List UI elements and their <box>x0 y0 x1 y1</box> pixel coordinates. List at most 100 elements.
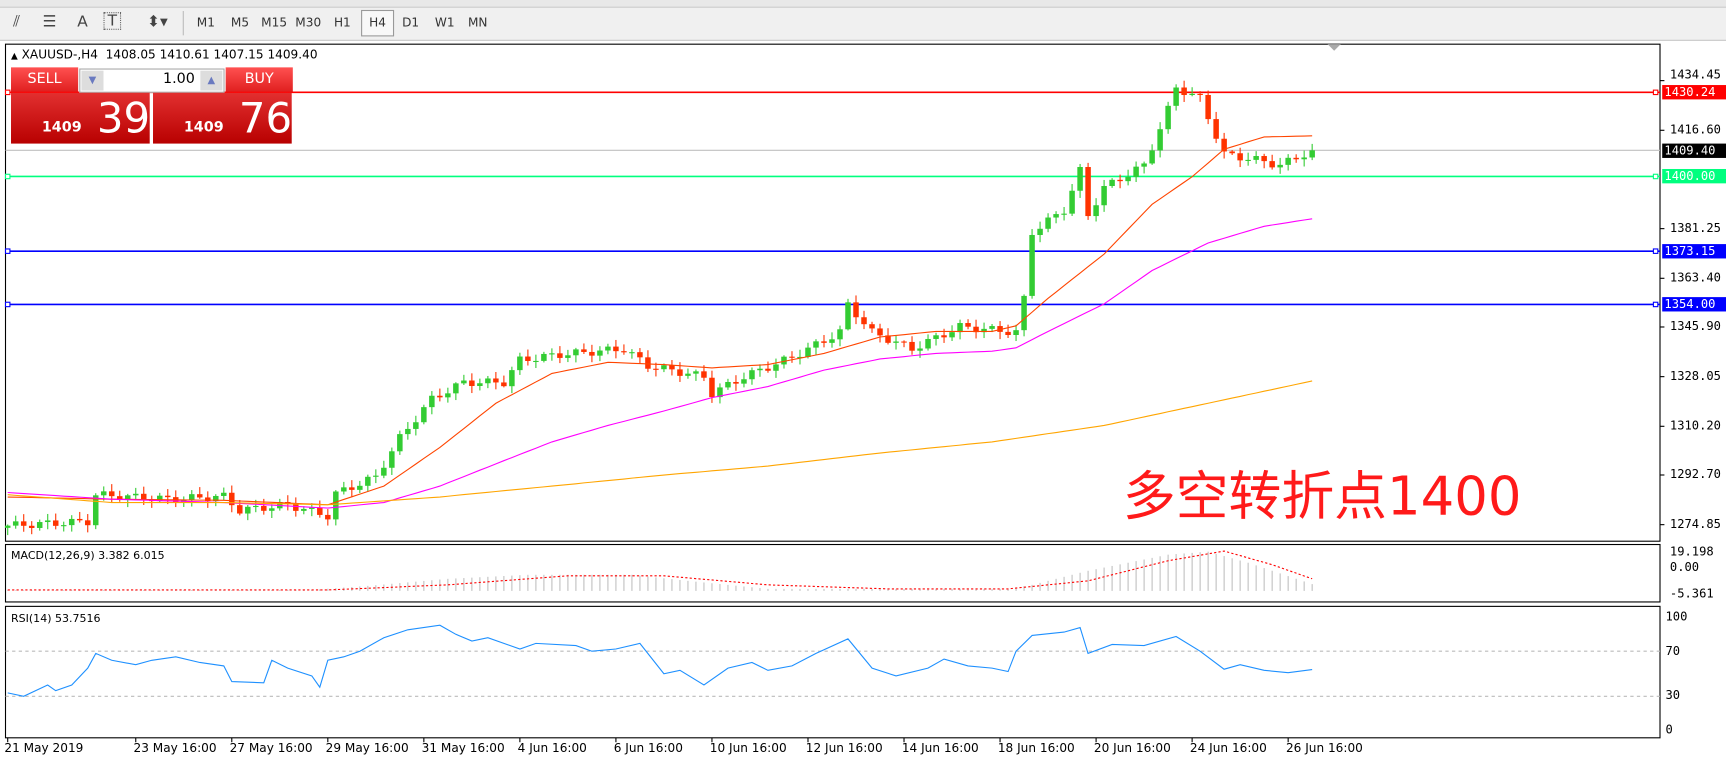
lot-size-input[interactable]: 1.00 <box>162 70 195 88</box>
candle-body <box>613 346 619 352</box>
candle-body <box>44 520 51 523</box>
candle-body <box>229 492 235 506</box>
rsi-title: RSI(14) 53.7516 <box>11 612 101 626</box>
candle-body <box>909 341 915 351</box>
time-axis-label: 6 Jun 16:00 <box>613 741 683 756</box>
timeframe-d1[interactable]: D1 <box>402 15 420 30</box>
buy-price-button[interactable]: 1409 76 <box>153 92 292 144</box>
candle-body <box>517 356 523 371</box>
candle-body <box>933 335 939 339</box>
candle-body <box>157 495 163 502</box>
candle-body <box>36 522 43 528</box>
macd-axis-label: 0.00 <box>1669 559 1700 575</box>
candle-body <box>885 335 891 343</box>
candle-body <box>645 357 651 369</box>
candle-body <box>621 351 627 353</box>
candle-body <box>1157 129 1163 151</box>
buy-button[interactable]: BUY <box>225 67 293 92</box>
candle-body <box>1101 186 1107 206</box>
candle-body <box>973 326 979 333</box>
time-axis-label: 24 Jun 16:00 <box>1189 741 1267 756</box>
candle-body <box>309 507 315 509</box>
candle-body <box>997 326 1003 332</box>
price-label-1373.15: 1373.15 <box>1662 243 1726 259</box>
candle-body <box>4 525 11 528</box>
candle-body <box>245 506 251 514</box>
macd-axis-label: -5.361 <box>1669 586 1714 601</box>
candle-body <box>1077 167 1083 191</box>
sell-price-big-figure: 1409 <box>41 119 82 136</box>
text-label-icon[interactable]: T <box>103 12 122 30</box>
candle-body <box>789 356 795 358</box>
time-axis-label: 14 Jun 16:00 <box>901 741 979 756</box>
candle-body <box>501 382 507 387</box>
candle-body <box>541 353 547 361</box>
text-icon[interactable]: A <box>77 13 88 31</box>
candle-body <box>116 496 123 501</box>
price-axis-label: 1328.05 <box>1669 368 1721 384</box>
timeframe-m15[interactable]: M15 <box>261 15 288 30</box>
candle-body <box>1165 105 1171 130</box>
candle-body <box>1245 159 1251 161</box>
candle-body <box>1229 151 1235 154</box>
candle-body <box>749 370 755 380</box>
candle-body <box>669 365 675 370</box>
timeframe-m30[interactable]: M30 <box>295 15 322 30</box>
rsi-axis-label: 0 <box>1665 722 1673 737</box>
candle-body <box>269 508 275 511</box>
lot-size-stepper[interactable]: ▼ 1.00 ▲ <box>79 68 225 93</box>
candle-body <box>1221 138 1227 152</box>
candle-body <box>781 356 787 365</box>
candle-body <box>1237 153 1243 161</box>
time-axis-label: 10 Jun 16:00 <box>709 741 787 756</box>
line-anchor-right <box>1652 173 1659 180</box>
arrows-dropdown-icon[interactable]: ⬍▾ <box>147 13 168 31</box>
price-label-1409.40: 1409.40 <box>1662 143 1726 158</box>
candle-body <box>381 467 387 476</box>
sell-price-pips: 39 <box>96 93 151 143</box>
candle-body <box>533 360 539 363</box>
candle-body <box>661 365 667 370</box>
candle-body <box>989 326 995 329</box>
candle-body <box>725 381 731 388</box>
line-anchor-left <box>4 248 11 254</box>
moving-average-line-0 <box>7 135 1313 506</box>
candle-body <box>573 349 579 356</box>
increase-lot-button[interactable]: ▲ <box>200 70 223 91</box>
candle-body <box>20 521 27 526</box>
candle-body <box>1269 161 1275 168</box>
timeframe-w1[interactable]: W1 <box>434 15 455 30</box>
candle-body <box>549 353 555 355</box>
candle-body <box>733 381 739 384</box>
candle-body <box>1125 176 1131 182</box>
price-axis-label: 1363.40 <box>1669 270 1721 285</box>
timeframe-m5[interactable]: M5 <box>230 15 250 30</box>
sell-button[interactable]: SELL <box>11 67 79 92</box>
candle-body <box>597 350 603 356</box>
time-axis-label: 18 Jun 16:00 <box>997 741 1075 756</box>
price-axis-label: 1274.85 <box>1669 516 1721 532</box>
decrease-lot-button[interactable]: ▼ <box>81 70 104 91</box>
candle-body <box>189 494 195 500</box>
timeframe-h1[interactable]: H1 <box>333 15 351 30</box>
fibonacci-fan-icon[interactable]: ☰ <box>42 13 57 31</box>
candle-body <box>525 356 531 361</box>
candle-body <box>829 339 835 343</box>
candle-body <box>421 407 427 423</box>
candle-body <box>965 323 971 327</box>
candle-body <box>1293 157 1299 160</box>
fibonacci-expansion-icon[interactable]: ⫽ <box>13 13 20 31</box>
candle-body <box>1149 150 1155 164</box>
timeframe-h4[interactable]: H4 <box>361 9 395 37</box>
candle-body <box>76 518 83 521</box>
candle-body <box>397 434 403 452</box>
price-axis-label: 1310.20 <box>1669 418 1721 433</box>
time-axis-label: 4 Jun 16:00 <box>517 741 587 756</box>
timeframe-m1[interactable]: M1 <box>196 15 215 30</box>
timeframe-mn[interactable]: MN <box>467 15 488 30</box>
candle-body <box>84 520 91 526</box>
candle-body <box>405 428 411 435</box>
sell-price-button[interactable]: 1409 39 <box>11 92 151 144</box>
